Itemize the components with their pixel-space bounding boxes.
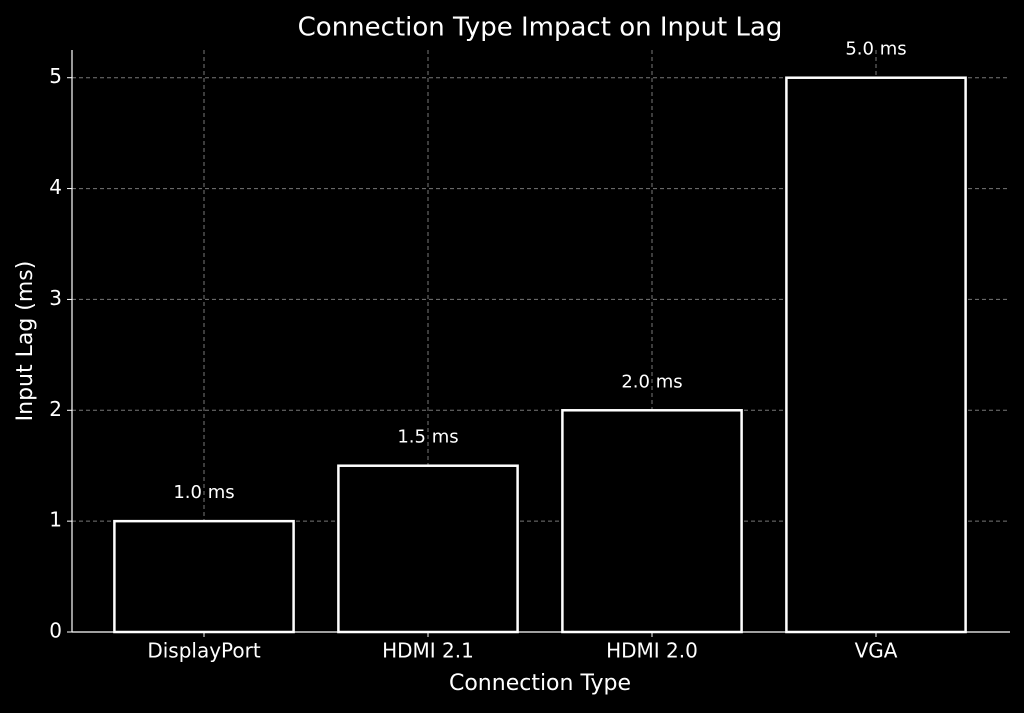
x-tick-label: VGA [855, 639, 898, 663]
x-tick-label: DisplayPort [147, 639, 261, 663]
bar [113, 519, 295, 634]
value-label: 1.5 ms [397, 427, 458, 448]
y-tick-label: 1 [49, 508, 62, 532]
x-tick-label: HDMI 2.1 [382, 639, 474, 663]
bar [785, 76, 967, 634]
chart-title: Connection Type Impact on Input Lag [298, 13, 783, 43]
y-tick-label: 0 [49, 619, 62, 643]
bar [337, 464, 519, 634]
y-tick-label: 2 [49, 397, 62, 421]
value-label: 2.0 ms [621, 371, 682, 392]
bar [561, 409, 743, 634]
value-label: 5.0 ms [845, 39, 906, 60]
value-label: 1.0 ms [173, 482, 234, 503]
y-tick-label: 3 [49, 286, 62, 310]
y-tick-label: 5 [49, 64, 62, 88]
x-axis-label: Connection Type [449, 671, 631, 696]
y-axis-label: Input Lag (ms) [13, 261, 38, 422]
x-tick-label: HDMI 2.0 [606, 639, 698, 663]
y-tick-label: 4 [49, 175, 62, 199]
